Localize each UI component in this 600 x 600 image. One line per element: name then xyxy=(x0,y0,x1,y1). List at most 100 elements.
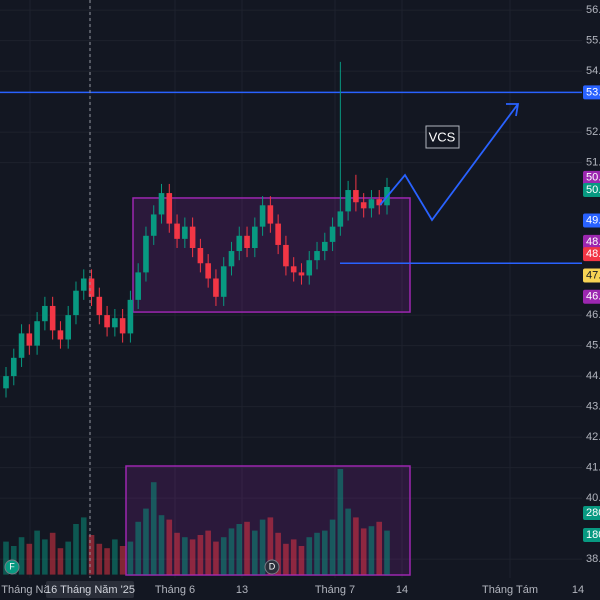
price-tag xyxy=(583,170,600,185)
y-tick-label: 38. xyxy=(586,553,600,565)
x-tick-label: Tháng 7 xyxy=(315,584,355,596)
candle-body xyxy=(275,223,281,245)
candle-body xyxy=(26,333,33,346)
candle-body xyxy=(96,296,103,316)
candle-body xyxy=(135,272,141,300)
y-tick-label: 51. xyxy=(586,156,600,168)
candle-body xyxy=(345,190,351,212)
candle-body xyxy=(158,193,165,215)
volume-bar xyxy=(26,543,33,575)
plot xyxy=(0,61,582,575)
volume-bar xyxy=(360,528,367,575)
annotation: VCS xyxy=(429,129,456,144)
candle-body xyxy=(73,290,79,316)
candle-body xyxy=(88,278,95,297)
candle-body xyxy=(321,241,328,252)
candle-body xyxy=(57,330,64,340)
volume-bar xyxy=(96,543,103,575)
volume-bar xyxy=(57,548,64,575)
event-badge-label: D xyxy=(269,561,276,571)
price-tag-label: 48. xyxy=(586,248,600,260)
volume-bar xyxy=(73,524,79,575)
volume-bar xyxy=(18,537,25,575)
y-tick-label: 42. xyxy=(586,431,600,443)
volume-bar xyxy=(112,539,118,575)
candle-body xyxy=(166,193,173,224)
volume-bar xyxy=(236,524,243,575)
candle-body xyxy=(3,376,9,389)
x-tick-label: Tháng Tám xyxy=(482,584,538,596)
volume-tag xyxy=(583,506,600,520)
candle-body xyxy=(150,214,157,236)
candle-body xyxy=(329,226,336,242)
candle-body xyxy=(213,278,219,297)
candle-body xyxy=(205,263,211,279)
volume-bar xyxy=(42,539,48,575)
candle-body xyxy=(65,315,72,340)
candle-body xyxy=(104,315,110,328)
volume-bar xyxy=(267,517,274,575)
volume-bar xyxy=(337,469,344,575)
candle-body xyxy=(283,244,289,267)
volume-bar xyxy=(34,530,40,575)
volume-bar xyxy=(345,508,351,575)
candle-body xyxy=(314,251,320,261)
y-tick-label: 55.0 xyxy=(586,34,600,46)
price-tag-label: 53. xyxy=(586,86,600,98)
volume-bar xyxy=(65,541,72,575)
price-tag xyxy=(583,247,600,262)
y-tick-label: 44. xyxy=(586,370,600,382)
candle-body xyxy=(236,235,243,252)
volume-bar xyxy=(259,519,266,575)
candle-body xyxy=(189,226,196,248)
volume-bar xyxy=(213,541,219,575)
volume-bar xyxy=(205,530,211,575)
x-tick-label: 14 xyxy=(396,584,408,596)
volume-bar xyxy=(228,528,235,575)
price-tag-label: 46. xyxy=(586,291,600,303)
volume-bar xyxy=(306,537,313,575)
candle-body xyxy=(10,357,17,377)
candle-body xyxy=(360,202,367,209)
volume-bar xyxy=(143,508,149,575)
volume-bar xyxy=(197,535,204,575)
candle-body xyxy=(337,211,344,227)
candle-body xyxy=(127,299,134,334)
price-tag-label: 47. xyxy=(586,269,600,281)
price-tag xyxy=(583,268,600,283)
candle-body xyxy=(220,266,227,297)
volume-bar xyxy=(244,521,250,575)
price-tag-label: 49. xyxy=(586,214,600,226)
volume-bar xyxy=(290,539,297,575)
volume-bar xyxy=(182,537,188,575)
volume-bar xyxy=(353,517,359,575)
candle-body xyxy=(353,190,359,203)
x-tick-label: 14 xyxy=(572,584,584,596)
x-tick-label: 13 xyxy=(236,584,248,596)
volume-tag-label: 280 xyxy=(586,507,600,519)
volume-bar xyxy=(189,539,196,575)
volume-bar xyxy=(220,537,227,575)
price-tag xyxy=(583,289,600,304)
y-tick-label: 45. xyxy=(586,340,600,352)
volume-bar xyxy=(298,546,305,575)
candle-body xyxy=(119,318,126,334)
candle-body xyxy=(252,226,258,248)
price-tag-label: 50. xyxy=(586,184,600,196)
event-badge xyxy=(264,559,280,575)
candle-body xyxy=(267,205,274,224)
volume-bar xyxy=(49,532,56,575)
price-tag xyxy=(583,183,600,198)
volume-bar xyxy=(3,541,9,575)
candle-body xyxy=(143,235,149,273)
y-tick-label: 56. xyxy=(586,4,600,16)
annotation-box xyxy=(425,125,460,149)
volume-bar xyxy=(127,541,134,575)
volume-bar xyxy=(329,519,336,575)
candle-body xyxy=(18,333,25,358)
x-tick-label: Tháng 6 xyxy=(155,584,195,596)
y-tick-label: 52.0 xyxy=(586,126,600,138)
price-tag xyxy=(583,234,600,249)
x-label-highlight xyxy=(46,581,134,598)
